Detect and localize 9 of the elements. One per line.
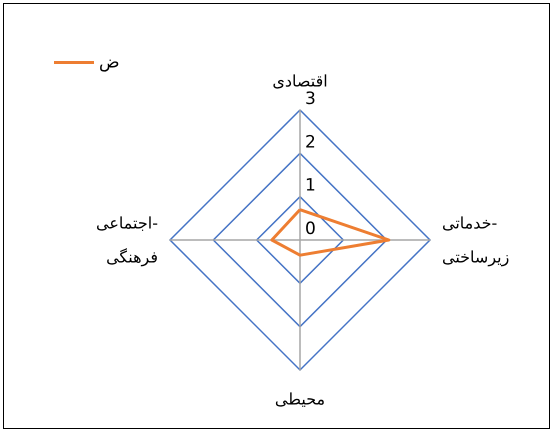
- spoke-label: محیطی: [274, 390, 326, 408]
- y-tick-label: 0: [305, 219, 316, 239]
- y-tick-label: 1: [305, 176, 316, 196]
- y-tick-label: 2: [305, 132, 316, 152]
- legend-label: ض: [99, 52, 120, 72]
- spoke-label: اقتصادی: [272, 72, 328, 90]
- spoke-label: خدماتی- زیرساختی: [442, 214, 510, 266]
- spoke-label: اجتماعی- فرهنگی: [96, 214, 158, 266]
- y-tick-label: 3: [305, 89, 316, 109]
